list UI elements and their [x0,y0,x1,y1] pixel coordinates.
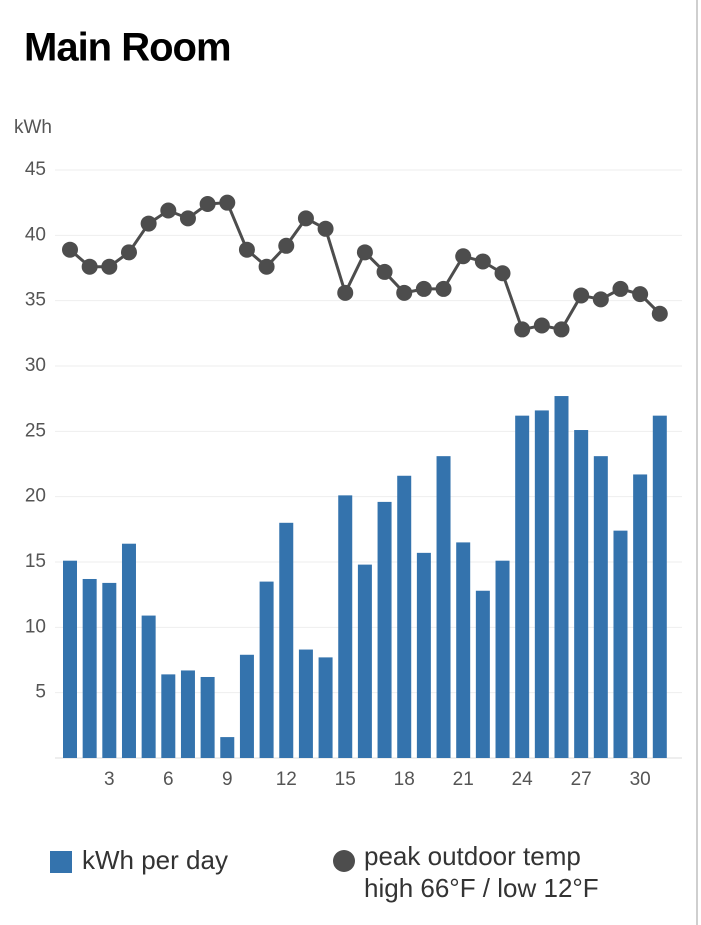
line-point [632,286,649,303]
line-point [435,280,452,297]
bar [377,501,392,758]
line-point [376,263,393,280]
line-point [219,194,236,211]
x-tick-label: 27 [571,769,592,790]
line-point [651,305,668,322]
line-point [494,265,511,282]
line-point [101,258,118,275]
bar [121,543,136,758]
y-tick-label: 25 [25,420,46,441]
line-point [179,210,196,227]
legend-swatch [333,850,355,872]
x-tick-label: 3 [104,769,115,790]
line-point [160,202,177,219]
line-point [455,248,472,265]
y-tick-label: 45 [25,159,46,180]
bar [298,649,313,758]
bar [554,396,569,758]
line-point [533,317,550,334]
line-point [120,244,137,261]
bar [357,564,372,758]
line-point [573,287,590,304]
line-point [396,284,413,301]
line-point [140,215,157,232]
line-point [415,280,432,297]
line-point [317,220,334,237]
bar [82,578,97,758]
bar [456,542,471,758]
bar [515,415,530,758]
line-point [81,258,98,275]
bar [397,475,412,758]
legend-note: high 66°F / low 12°F [364,873,599,903]
bar [593,456,608,758]
x-tick-label: 9 [222,769,233,790]
bar [63,560,77,758]
y-tick-label: 20 [25,486,46,507]
line-point [612,280,629,297]
bar [279,522,294,758]
line-point [238,241,255,258]
y-axis-label: kWh [14,117,52,138]
line-point [199,195,216,212]
y-tick-label: 35 [25,290,46,311]
line-point [258,258,275,275]
bar [416,552,431,758]
bar [338,495,353,758]
legend-label: kWh per day [82,845,228,875]
line-point [62,241,78,258]
line-point [356,244,373,261]
bar [259,581,274,758]
bar [239,654,254,758]
line-point [592,291,609,308]
x-tick-label: 6 [163,769,174,790]
bar [436,456,451,758]
y-tick-label: 40 [25,224,46,245]
line-point [297,210,314,227]
bar [200,676,215,758]
line-point [553,321,570,338]
bar [613,530,628,758]
y-tick-label: 5 [35,682,46,703]
bar [161,674,176,758]
bar [141,615,156,758]
legend-swatch [50,851,72,873]
x-tick-label: 30 [630,769,651,790]
line-point [514,321,531,338]
bar [475,590,490,758]
x-tick-label: 15 [335,769,356,790]
bar [220,737,235,758]
line-point [474,253,491,270]
x-tick-label: 18 [394,769,415,790]
bar [652,415,667,758]
bar [318,657,333,758]
y-tick-label: 30 [25,355,46,376]
chart-title: Main Room [24,26,231,70]
bar [574,430,589,758]
bar [534,410,549,758]
line-point [278,237,295,254]
x-tick-label: 21 [453,769,474,790]
y-tick-label: 10 [25,616,46,637]
bar [633,474,648,758]
legend-label: peak outdoor temp [364,841,581,871]
x-tick-label: 24 [512,769,534,790]
x-tick-label: 12 [276,769,297,790]
y-tick-label: 15 [25,551,46,572]
bar [495,560,510,758]
line-point [337,284,354,301]
bar [180,670,195,758]
bar [102,582,117,758]
